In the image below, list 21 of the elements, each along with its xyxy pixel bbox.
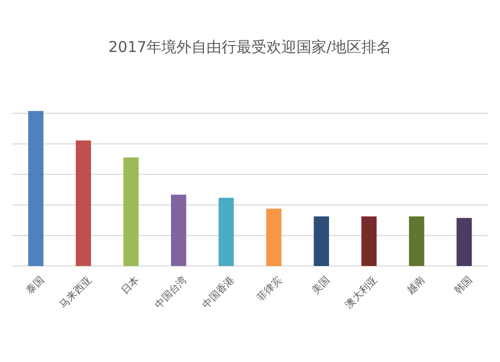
bar [123,158,139,266]
x-tick-label: 中国台湾 [152,274,190,311]
bar [408,216,424,266]
x-tick-label: 日本 [119,274,142,297]
x-tick-label: 美国 [309,274,332,297]
bar [314,216,330,266]
bar [76,140,92,266]
x-tick-label: 韩国 [452,274,475,297]
chart-title: 2017年境外自由行最受欢迎国家/地区排名 [108,38,392,56]
bar [456,218,472,266]
bar [170,194,186,266]
x-tick-label: 越南 [404,274,428,297]
x-tick-label: 澳大利亚 [342,274,380,311]
x-tick-label: 中国香港 [200,274,237,311]
bar [218,198,234,266]
bar [28,111,44,266]
x-tick-label: 马来西亚 [57,274,94,311]
x-tick-label: 菲律宾 [254,274,284,304]
bar [266,208,282,266]
bar [361,216,377,266]
x-tick-label: 泰国 [24,274,46,297]
